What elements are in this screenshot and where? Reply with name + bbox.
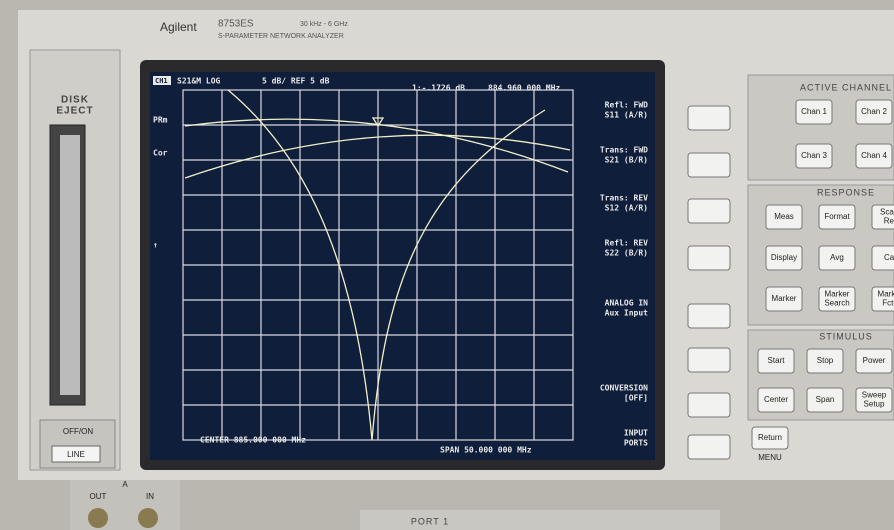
connector [138,508,158,528]
softkey-button[interactable] [688,393,730,417]
softkey-label: INPUT [624,429,648,438]
annotation: ↑ [153,241,158,250]
key-label: Marker [825,290,850,299]
softkey-button[interactable] [688,348,730,372]
channel: CH1 [155,77,168,85]
key-label: Fctn [882,299,894,308]
key-label: Setup [864,400,885,409]
center: CENTER 885.000 000 MHz [200,436,306,445]
disk-label: DISK [61,95,89,106]
connector [88,508,108,528]
softkey-label: CONVERSION [600,384,648,393]
key-label: Ref [884,217,894,226]
subtitle: S-PARAMETER NETWORK ANALYZER [218,33,344,40]
softkey-button[interactable] [688,246,730,270]
screen [150,72,655,460]
softkey-button[interactable] [688,304,730,328]
key-label: Search [824,299,849,308]
key-label: Chan 4 [861,151,887,160]
span: SPAN 50.000 000 MHz [440,446,532,455]
softkey-label: ANALOG IN [605,299,649,308]
key-label: Center [764,395,788,404]
softkey-label: Trans: FWD [600,146,648,155]
port-label: OUT [90,492,107,501]
key-label: Meas [774,212,794,221]
softkey-label: S11 (A/R) [605,111,648,120]
annotation: PRm [153,116,168,125]
key-label: Start [768,356,786,365]
key-label: Power [863,356,886,365]
power-label: OFF/ON [63,427,93,436]
key-label: Scale [880,208,894,217]
key-label: Marker [878,290,894,299]
softkey-label: Refl: REV [605,239,649,248]
annotation: Cor [153,149,168,158]
port-label: IN [146,492,154,501]
key-label: Cal [884,253,894,262]
softkey-label: [OFF] [624,394,648,403]
key-label: Chan 1 [801,107,827,116]
disk-latch [60,135,80,395]
key-label: Marker [772,294,797,303]
port-label: PORT 1 [411,516,449,526]
group-title: ACTIVE CHANNEL [800,82,892,92]
scale: 5 dB/ REF 5 dB [262,77,330,86]
disk-label: EJECT [56,106,93,117]
softkey-button[interactable] [688,106,730,130]
softkey-label: Trans: REV [600,194,648,203]
softkey-label: Refl: FWD [605,101,649,110]
range: 30 kHz - 6 GHz [300,21,348,28]
key-label: Chan 3 [801,151,827,160]
marker-value: 1:-.1726 dB [412,84,465,93]
group-title: STIMULUS [819,331,873,341]
softkey-button[interactable] [688,199,730,223]
format: S21&M LOG [177,77,221,86]
model: 8753ES [218,19,254,30]
softkey-label: S12 (A/R) [605,204,648,213]
port-label: A [122,480,128,489]
softkey-button[interactable] [688,153,730,177]
key-label: Stop [817,356,834,365]
key-label: Return [758,433,782,442]
group-title: RESPONSE [817,187,875,197]
marker-freq: 884.960 000 MHz [488,84,560,93]
key-label: Span [816,395,835,404]
line-label: LINE [67,450,85,459]
analyzer-photo: CH1 S21&M LOG 5 dB/ REF 5 dB 1:-.1726 dB… [0,0,894,530]
key-label: Format [824,212,850,221]
softkey-button[interactable] [688,435,730,459]
key-label: Display [771,253,797,262]
key-label: Avg [830,253,844,262]
softkey-label: S22 (B/R) [605,249,648,258]
softkey-label: S21 (B/R) [605,156,648,165]
key-label: Sweep [862,391,887,400]
softkey-label: Aux Input [605,309,649,318]
softkey-label: PORTS [624,439,648,448]
menu-label: MENU [758,453,782,462]
brand: Agilent [160,20,197,34]
key-label: Chan 2 [861,107,887,116]
